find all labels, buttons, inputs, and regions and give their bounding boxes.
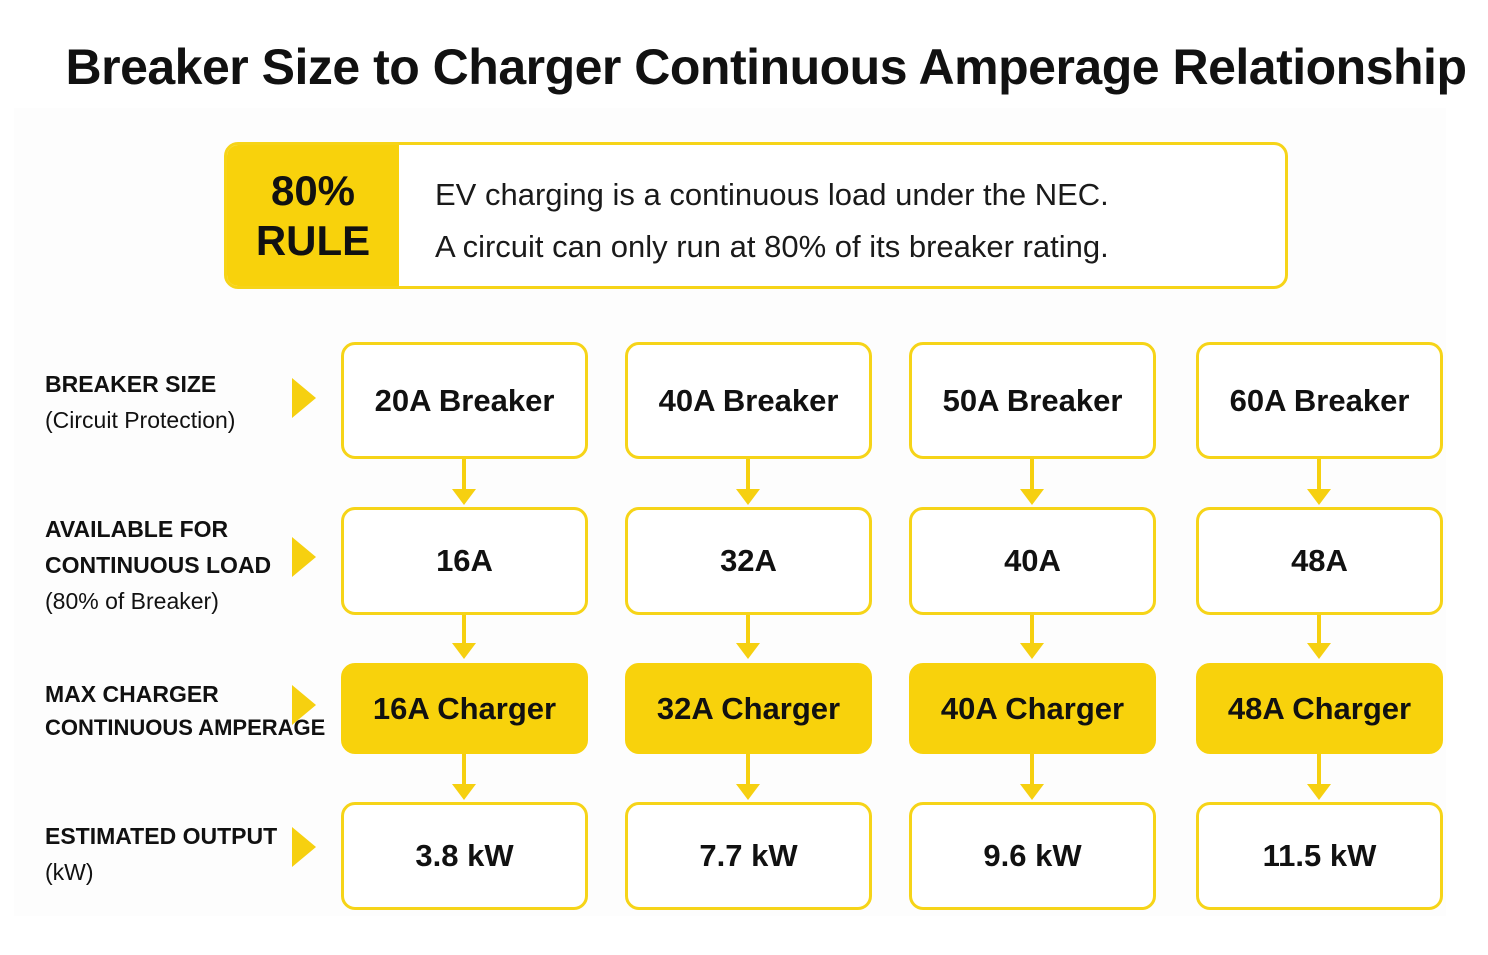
row-label-subtitle: (80% of Breaker) (45, 588, 219, 614)
breaker-box-20a: 20A Breaker (341, 342, 588, 459)
row-label-breaker-size: BREAKER SIZE (Circuit Protection) (45, 366, 235, 438)
rule-callout: 80% RULE EV charging is a continuous loa… (224, 142, 1288, 289)
arrow-down-icon (1307, 459, 1331, 505)
arrow-down-icon (736, 754, 760, 800)
charger-box: 32A Charger (625, 663, 872, 754)
output-box: 3.8 kW (341, 802, 588, 910)
triangle-right-icon (292, 685, 316, 725)
available-load-box: 32A (625, 507, 872, 615)
charger-box: 16A Charger (341, 663, 588, 754)
arrow-down-icon (1020, 615, 1044, 661)
rule-badge-percent: 80% (270, 166, 356, 214)
triangle-right-icon (292, 378, 316, 418)
row-label-title-2: CONTINUOUS AMPERAGE (45, 715, 326, 740)
page-title: Breaker Size to Charger Continuous Amper… (65, 39, 1467, 95)
rule-line-2: A circuit can only run at 80% of its bre… (435, 229, 1109, 264)
row-label-max-charger: MAX CHARGER CONTINUOUS AMPERAGE (45, 677, 325, 745)
charger-box: 48A Charger (1196, 663, 1443, 754)
output-box: 9.6 kW (909, 802, 1156, 910)
arrow-down-icon (736, 615, 760, 661)
arrow-down-icon (1307, 754, 1331, 800)
breaker-box-40a: 40A Breaker (625, 342, 872, 459)
arrow-down-icon (452, 615, 476, 661)
rule-description: EV charging is a continuous load under t… (435, 169, 1109, 273)
row-label-subtitle: (Circuit Protection) (45, 407, 236, 433)
arrow-down-icon (1307, 615, 1331, 661)
row-label-title-2: CONTINUOUS LOAD (45, 552, 272, 578)
available-load-box: 48A (1196, 507, 1443, 615)
breaker-box-60a: 60A Breaker (1196, 342, 1443, 459)
arrow-down-icon (1020, 754, 1044, 800)
breaker-box-50a: 50A Breaker (909, 342, 1156, 459)
arrow-down-icon (1020, 459, 1044, 505)
arrow-down-icon (452, 754, 476, 800)
charger-box: 40A Charger (909, 663, 1156, 754)
row-label-title: MAX CHARGER (45, 681, 219, 707)
row-label-estimated-output: ESTIMATED OUTPUT (kW) (45, 818, 277, 890)
rule-badge: 80% RULE (227, 145, 399, 286)
arrow-down-icon (736, 459, 760, 505)
rule-badge-label: RULE (255, 216, 371, 264)
row-label-subtitle: (kW) (45, 859, 94, 885)
available-load-box: 16A (341, 507, 588, 615)
output-box: 11.5 kW (1196, 802, 1443, 910)
row-label-title: BREAKER SIZE (45, 371, 217, 397)
available-load-box: 40A (909, 507, 1156, 615)
triangle-right-icon (292, 537, 316, 577)
rule-line-1: EV charging is a continuous load under t… (435, 177, 1109, 212)
row-label-title: AVAILABLE FOR (45, 516, 229, 542)
output-box: 7.7 kW (625, 802, 872, 910)
arrow-down-icon (452, 459, 476, 505)
row-label-title: ESTIMATED OUTPUT (45, 823, 278, 849)
row-label-available-load: AVAILABLE FOR CONTINUOUS LOAD (80% of Br… (45, 511, 271, 619)
triangle-right-icon (292, 827, 316, 867)
